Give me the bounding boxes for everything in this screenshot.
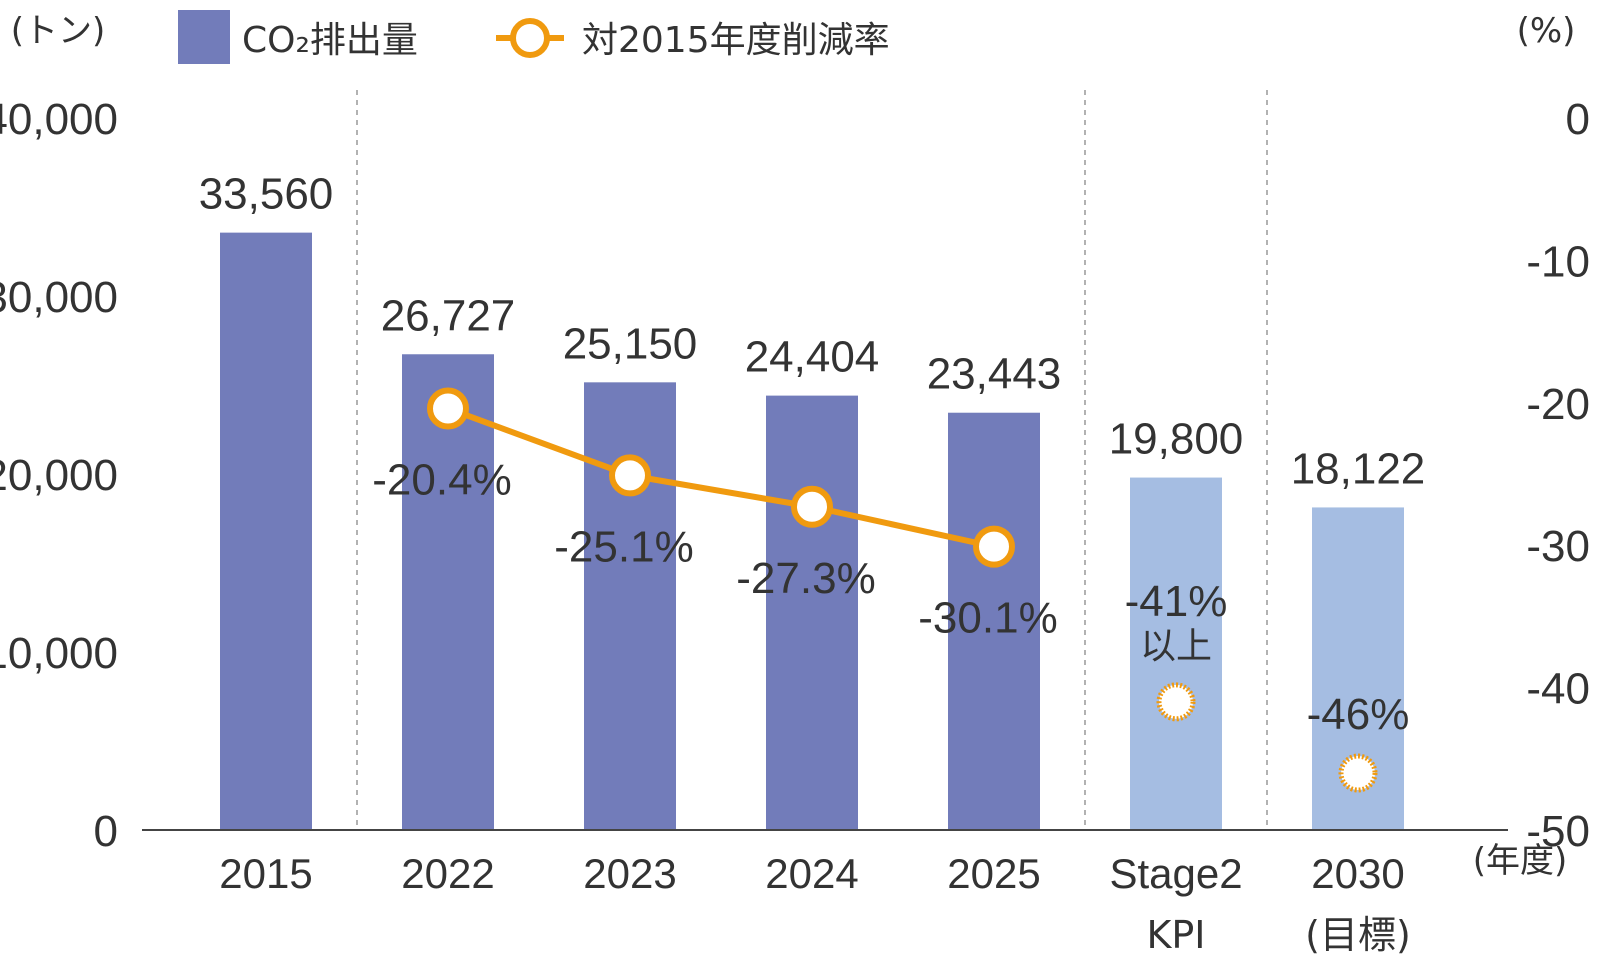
reduction-label: -25.1% bbox=[554, 522, 693, 571]
x-axis-labels: 2015 2022 2023 2024 2025 Stage2 KPI 2030 (目標) bbox=[219, 850, 1411, 957]
legend-bar-label: CO₂排出量 bbox=[242, 20, 418, 61]
x-tick-sublabel: (目標) bbox=[1305, 913, 1411, 957]
bar-value-label: 24,404 bbox=[745, 333, 880, 382]
legend-bar-swatch bbox=[178, 10, 230, 64]
right-tick-label: -20 bbox=[1526, 380, 1590, 429]
reduction-target-label: -46% bbox=[1307, 690, 1410, 739]
reduction-target-label: -41% bbox=[1125, 577, 1228, 626]
bar-value-label: 25,150 bbox=[563, 319, 698, 368]
left-tick-label: 30,000 bbox=[0, 273, 118, 322]
bar-value-label: 26,727 bbox=[381, 291, 516, 340]
left-tick-label: 20,000 bbox=[0, 451, 118, 500]
left-axis-unit: (トン) bbox=[11, 11, 106, 51]
bar bbox=[766, 395, 858, 830]
bars bbox=[220, 232, 1404, 830]
reduction-target-marker bbox=[1156, 682, 1196, 722]
left-axis: 0 10,000 20,000 30,000 40,000 bbox=[0, 95, 118, 856]
legend: CO₂排出量 対2015年度削減率 bbox=[178, 10, 890, 64]
reduction-point bbox=[973, 525, 1015, 568]
bar bbox=[220, 232, 312, 830]
right-tick-label: -10 bbox=[1526, 237, 1590, 286]
x-tick-sublabel: KPI bbox=[1146, 913, 1205, 957]
left-tick-label: 40,000 bbox=[0, 95, 118, 144]
bar bbox=[584, 382, 676, 830]
x-tick-label: 2022 bbox=[401, 850, 494, 897]
x-tick-label: 2025 bbox=[947, 850, 1040, 897]
legend-line-label: 対2015年度削減率 bbox=[582, 20, 890, 61]
x-tick-label: Stage2 bbox=[1109, 850, 1242, 897]
bar bbox=[1130, 477, 1222, 830]
bar-value-label: 18,122 bbox=[1291, 444, 1426, 493]
reduction-label: -20.4% bbox=[372, 455, 511, 504]
x-axis-unit: (年度) bbox=[1473, 841, 1568, 881]
reduction-point bbox=[609, 454, 651, 497]
separators bbox=[356, 90, 1268, 830]
right-tick-label: -50 bbox=[1526, 807, 1590, 856]
x-tick-label: 2030 bbox=[1311, 850, 1404, 897]
bar bbox=[948, 412, 1040, 830]
x-tick-label: 2023 bbox=[583, 850, 676, 897]
bar-value-labels: 33,560 26,727 25,150 24,404 23,443 19,800 18,1… bbox=[199, 170, 1426, 494]
reduction-line-path bbox=[446, 405, 995, 550]
bar-value-label: 19,800 bbox=[1109, 415, 1244, 464]
left-tick-label: 10,000 bbox=[0, 629, 118, 678]
reduction-target-marker bbox=[1338, 753, 1378, 793]
right-tick-label: -40 bbox=[1526, 665, 1590, 714]
reduction-point bbox=[791, 485, 833, 528]
x-tick-label: 2024 bbox=[765, 850, 858, 897]
reduction-line: -20.4% -25.1% -27.3% -30.1% bbox=[372, 387, 1058, 643]
bar bbox=[402, 354, 494, 830]
reduction-label: -30.1% bbox=[918, 594, 1057, 643]
reduction-label: -27.3% bbox=[736, 554, 875, 603]
legend-line-marker bbox=[510, 18, 550, 58]
right-tick-label: 0 bbox=[1566, 95, 1590, 144]
reduction-target-sublabel: 以上 bbox=[1140, 626, 1212, 667]
bar-value-label: 23,443 bbox=[927, 350, 1062, 399]
x-tick-label: 2015 bbox=[219, 850, 312, 897]
reduction-targets: -41%以上 -46% bbox=[1125, 577, 1410, 793]
right-tick-label: -30 bbox=[1526, 522, 1590, 571]
right-axis-unit: (%) bbox=[1517, 11, 1576, 51]
reduction-point bbox=[427, 387, 469, 430]
bar-value-label: 33,560 bbox=[199, 170, 334, 219]
right-axis: 0 -10 -20 -30 -40 -50 bbox=[1526, 95, 1590, 856]
left-tick-label: 0 bbox=[94, 807, 118, 856]
